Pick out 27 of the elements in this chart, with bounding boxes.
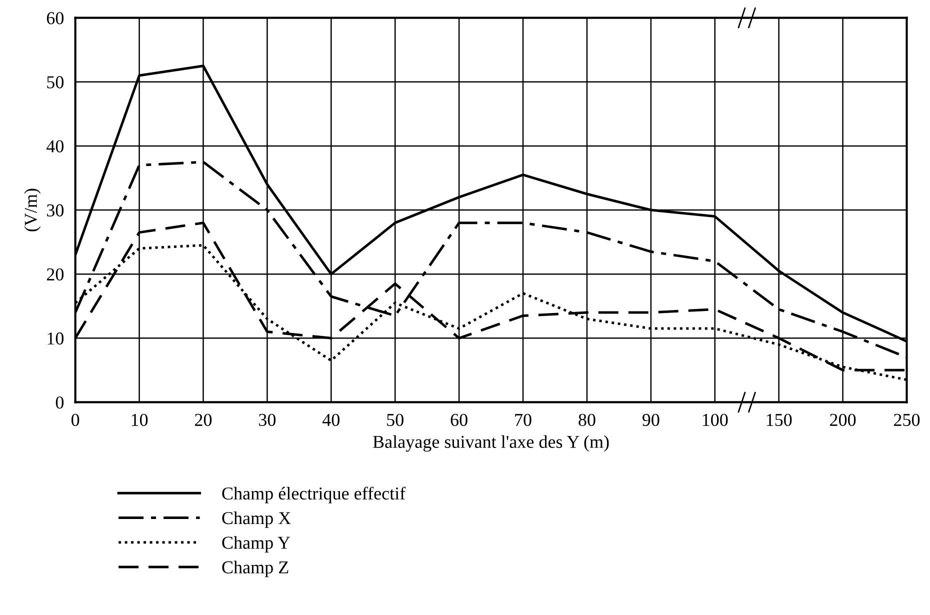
x-tick-label: 20 [195, 414, 212, 426]
x-tick-label: 250 [894, 414, 920, 426]
y-tick-label: 60 [46, 12, 64, 24]
x-tick-label: 80 [578, 414, 596, 426]
x-tick-label: 40 [322, 414, 340, 426]
x-tick-label: 10 [132, 414, 148, 426]
x-tick-label: 0 [72, 414, 80, 426]
x-tick-label: 100 [702, 414, 728, 426]
legend-label: Champ Z [222, 560, 288, 578]
y-tick-label: 30 [47, 204, 64, 216]
legend-label: Champ X [222, 512, 291, 528]
y-tick-label: 50 [47, 76, 64, 88]
x-tick-label: 30 [259, 414, 276, 426]
x-tick-label: 70 [515, 414, 532, 426]
x-tick-label: 90 [642, 414, 660, 426]
x-tick-label: 200 [830, 414, 856, 426]
y-tick-label: 20 [46, 268, 64, 281]
x-tick-label: 150 [766, 414, 792, 426]
x-tick-label: 50 [387, 414, 404, 426]
legend-label: Champ électrique effectif [222, 486, 406, 504]
y-tick-label: 10 [48, 332, 64, 345]
legend-label: Champ Y [222, 536, 290, 552]
y-tick-label: 40 [46, 140, 64, 152]
y-tick-label: 0 [56, 396, 64, 409]
x-axis-title: Balayage suivant l'axe des Y (m) [373, 435, 609, 452]
y-axis-title: (V/m) [24, 188, 41, 232]
x-tick-label: 60 [450, 414, 468, 426]
